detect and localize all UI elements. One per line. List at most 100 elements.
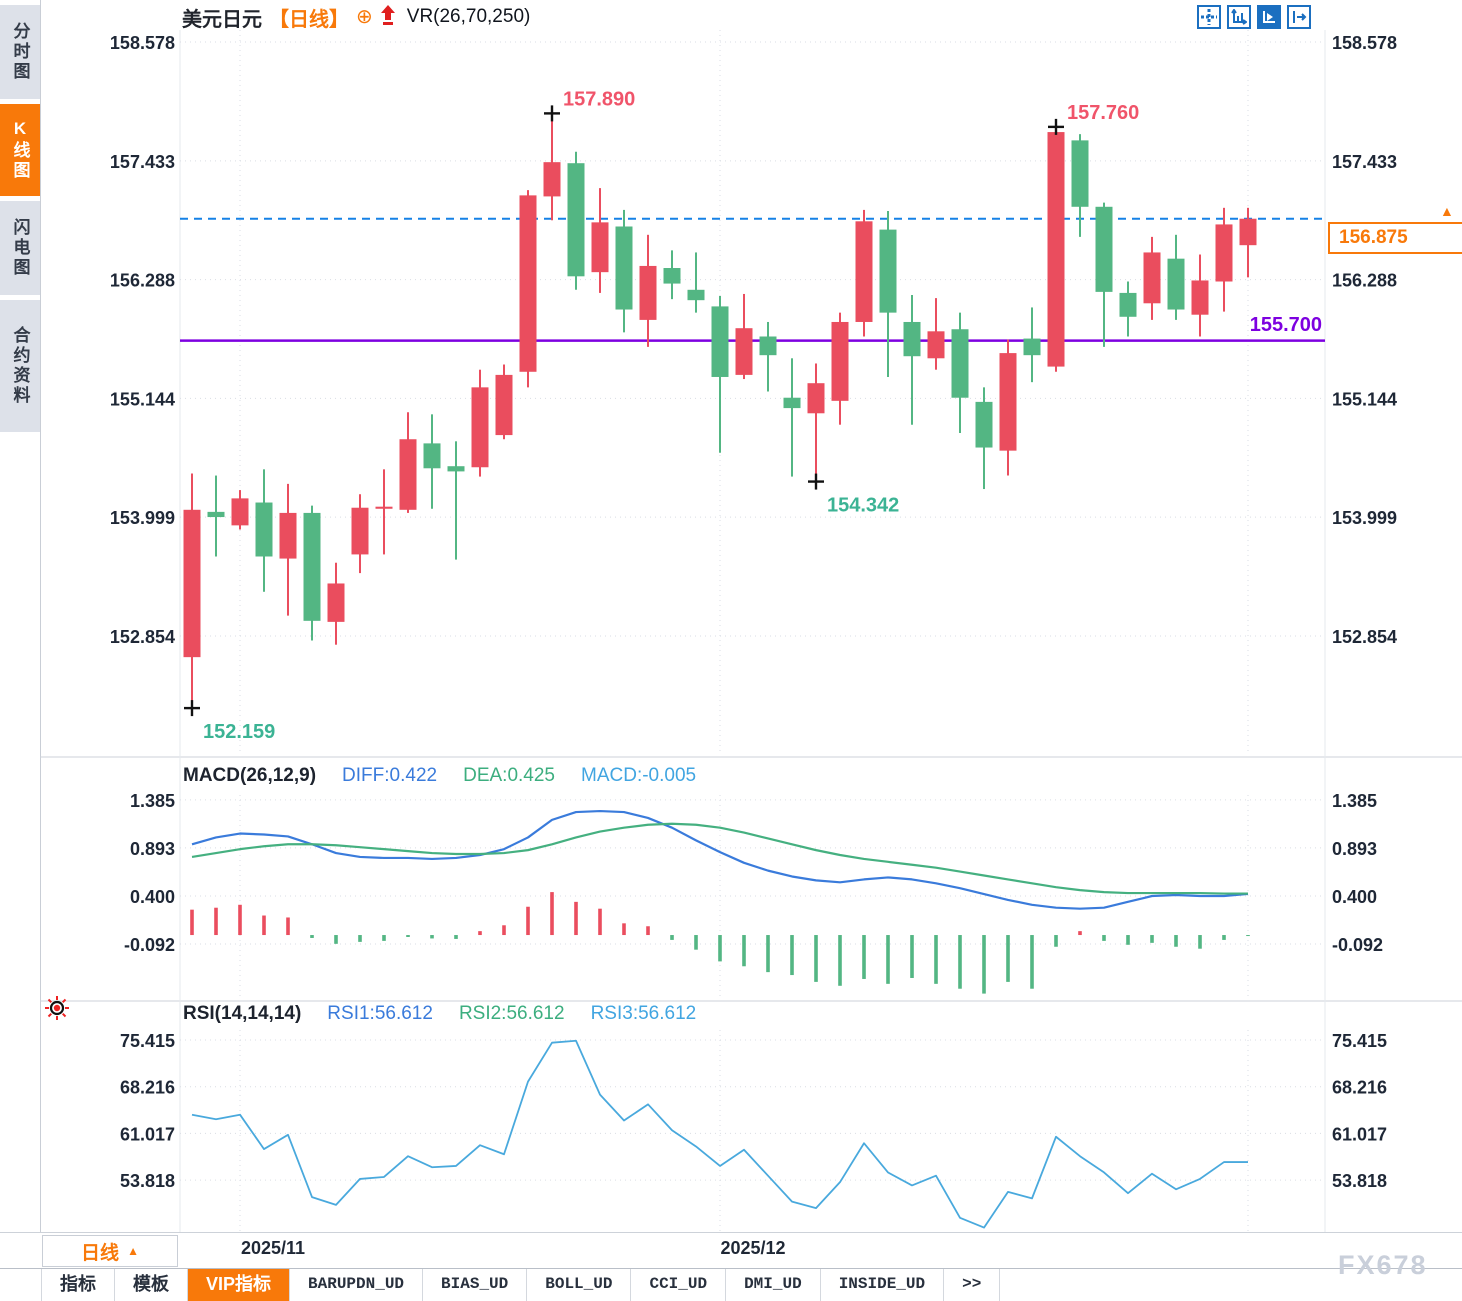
candle-body [687,289,705,301]
svg-text:153.999: 153.999 [1332,508,1397,528]
vr-indicator-label[interactable]: VR(26,70,250) [406,6,531,27]
date-axis-strip: 日线 ▲ 2025/11 2025/12 [0,1232,1462,1269]
macd-hist-bar [214,907,218,936]
indicator-settings-sun-icon[interactable] [44,995,70,1021]
candle-body [1239,218,1257,246]
axis-play-icon[interactable] [1257,5,1281,29]
macd-hist-bar [430,935,434,939]
macd-hist-bar [310,935,314,938]
macd-hist-bar [934,935,938,984]
macd-hist-bar [622,923,626,936]
macd-hist-bar [286,917,290,936]
macd-hist-bar [598,908,602,936]
tab-indicators[interactable]: 指标 [42,1269,115,1301]
svg-text:152.159: 152.159 [203,721,275,743]
svg-text:152.854: 152.854 [110,627,175,647]
rsi2-value: RSI2:56.612 [458,1003,565,1024]
tab-cci-ud[interactable]: CCI_UD [631,1269,727,1301]
tab-vip-indicators[interactable]: VIP指标 [188,1269,291,1301]
chart-toolbar [1197,5,1311,29]
crosshair-move-icon[interactable] [1197,5,1221,29]
macd-macd-value: MACD:-0.005 [581,765,697,786]
candle-body [831,321,849,401]
macd-hist-bar [1150,935,1154,943]
candle-body [471,387,489,468]
axis-scale-icon[interactable] [1227,5,1251,29]
macd-hist-bar [454,935,458,939]
candle-body [783,397,801,409]
candle-body [759,336,777,356]
tab-dmi-ud[interactable]: DMI_UD [726,1269,821,1301]
candle-body [663,268,681,284]
macd-hist-bar [766,935,770,973]
rsi3-value: RSI3:56.612 [590,1003,697,1024]
macd-hist-bar [262,915,266,936]
tab-barupdn-ud[interactable]: BARUPDN_UD [290,1269,424,1301]
tab-bar-spacer [0,1269,42,1301]
macd-hist-bar [334,935,338,944]
candle-body [1167,258,1185,310]
rsi-line [191,1039,1248,1229]
candle-body [207,511,225,518]
macd-hist-bar [910,935,914,978]
macd-hist-bar [1174,935,1178,947]
svg-text:75.415: 75.415 [1332,1031,1387,1051]
macd-hist-bar [502,925,506,936]
macd-diff-value: DIFF:0.422 [342,765,438,786]
collapse-right-icon[interactable] [1287,5,1311,29]
svg-text:53.818: 53.818 [120,1171,175,1191]
tab-inside-ud[interactable]: INSIDE_UD [821,1269,945,1301]
rsi-title: RSI(14,14,14) [183,1003,302,1024]
period-dropdown-button[interactable]: 日线 ▲ [42,1235,178,1267]
tab-templates[interactable]: 模板 [115,1269,188,1301]
macd-hist-bar [862,935,866,979]
tab-more[interactable]: >> [944,1269,1001,1301]
sidebar-tab-time-chart[interactable]: 分时图 [0,5,40,99]
candle-body [231,498,249,526]
macd-hist-bar [1222,935,1226,940]
macd-hist-bar [550,892,554,936]
svg-text:155.144: 155.144 [1332,389,1397,409]
chevron-up-icon: ▲ [127,1244,139,1258]
candle-body [903,321,921,357]
macd-legend: MACD(26,12,9) DIFF:0.422 DEA:0.425 MACD:… [183,765,696,787]
macd-hist-bar [1246,935,1250,937]
macd-hist-bar [1078,931,1082,936]
candle-body [543,162,561,197]
rsi-legend: RSI(14,14,14) RSI1:56.612 RSI2:56.612 RS… [183,1003,696,1025]
candle-body [1071,140,1089,207]
macd-hist-bar [382,935,386,941]
svg-text:0.400: 0.400 [130,887,175,907]
svg-text:152.854: 152.854 [1332,627,1397,647]
macd-dea-value: DEA:0.425 [463,765,555,786]
macd-hist-bar [982,935,986,994]
macd-hist-bar [694,935,698,950]
candle-body [1119,292,1137,317]
period-label: 日线 [81,1242,120,1264]
date-axis-label: 2025/11 [240,1238,306,1258]
support-level-label: 155.700 [1249,314,1322,336]
sidebar-tab-flash-chart[interactable]: 闪电图 [0,201,40,295]
candle-body [1047,132,1065,367]
macd-hist-bar [1126,935,1130,945]
candle-body [615,226,633,310]
macd-hist-bar [574,901,578,936]
tab-bias-ud[interactable]: BIAS_UD [423,1269,528,1301]
macd-hist-bar [406,935,410,937]
candle-body [855,221,873,322]
candle-body [879,229,897,313]
svg-text:157.433: 157.433 [110,152,175,172]
macd-title: MACD(26,12,9) [183,765,317,786]
svg-text:68.216: 68.216 [120,1078,175,1098]
left-sidebar: 分时图 K线图 闪电图 合约资料 [0,0,41,1300]
circle-plus-icon[interactable]: ⊕ [356,6,373,28]
tab-boll-ud[interactable]: BOLL_UD [527,1269,632,1301]
sidebar-tab-contract-info[interactable]: 合约资料 [0,300,40,432]
sidebar-tab-candle-chart[interactable]: K线图 [0,104,40,196]
macd-hist-bar [646,926,650,936]
macd-hist-bar [238,904,242,936]
candle-body [1215,224,1233,282]
chart-canvas[interactable]: 158.578 158.578 157.433 157.433 156.288 156.2… [0,0,1462,1232]
svg-text:53.818: 53.818 [1332,1171,1387,1191]
svg-text:153.999: 153.999 [110,508,175,528]
